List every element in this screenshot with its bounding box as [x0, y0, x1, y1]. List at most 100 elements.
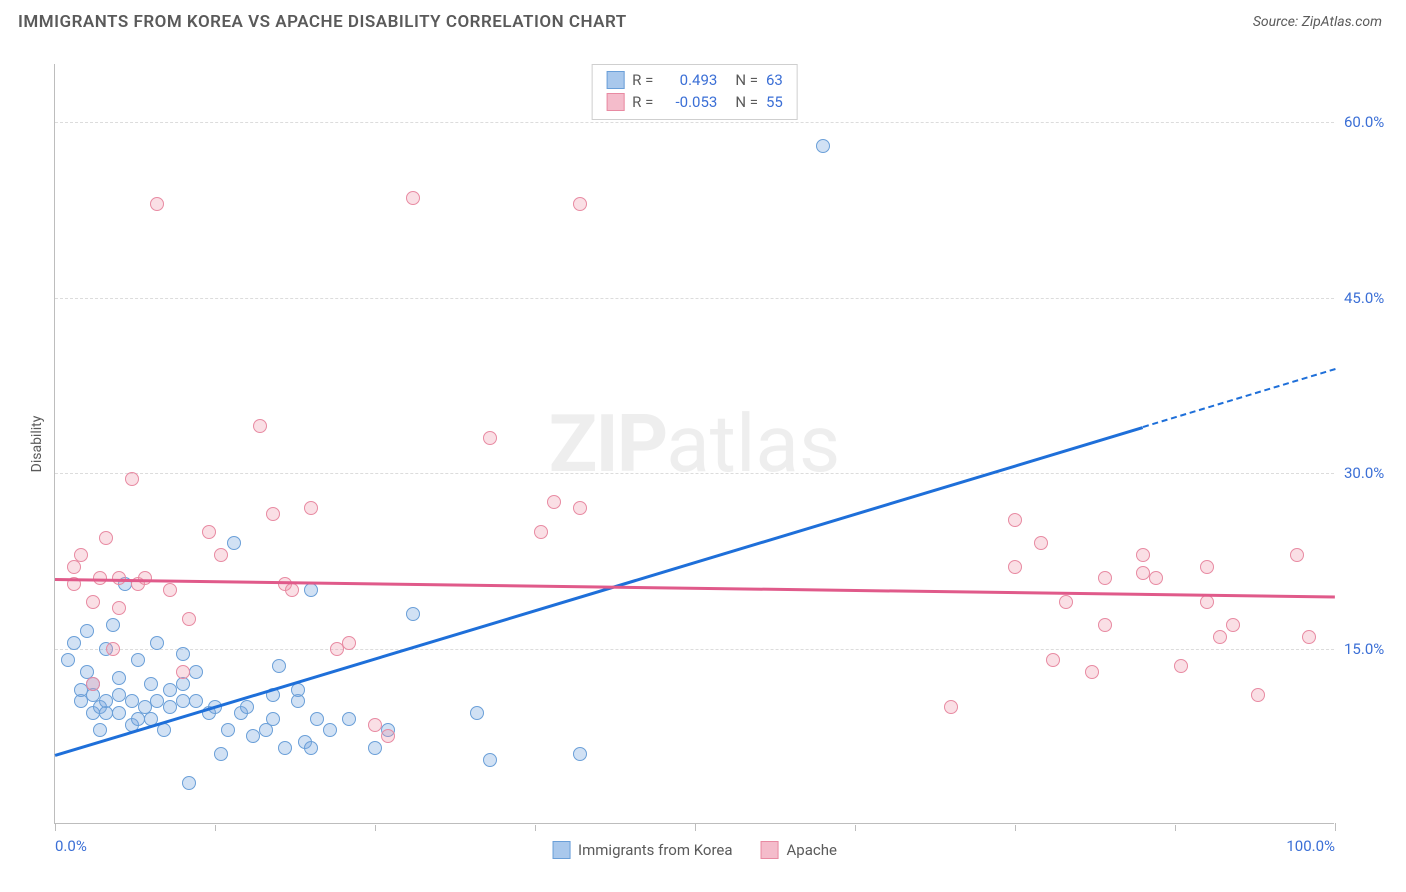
data-point [157, 723, 171, 737]
data-point [310, 712, 324, 726]
data-point [131, 653, 145, 667]
y-tick-label: 15.0% [1344, 640, 1404, 658]
trend-line [1143, 368, 1336, 428]
data-point [1149, 571, 1163, 585]
data-point [182, 612, 196, 626]
data-point [1251, 688, 1265, 702]
data-point [176, 665, 190, 679]
data-point [368, 718, 382, 732]
data-point [150, 636, 164, 650]
series-legend: Immigrants from Korea Apache [552, 841, 837, 859]
y-tick-label: 60.0% [1344, 113, 1404, 131]
data-point [534, 525, 548, 539]
legend-row: R =0.493N =63 [606, 69, 783, 91]
x-tick [1015, 825, 1016, 831]
x-tick [375, 825, 376, 831]
data-point [202, 525, 216, 539]
data-point [1098, 618, 1112, 632]
data-point [278, 741, 292, 755]
data-point [112, 706, 126, 720]
data-point [61, 653, 75, 667]
grid-line [55, 122, 1334, 123]
correlation-legend: R =0.493N =63R =-0.053N =55 [591, 64, 798, 120]
data-point [150, 197, 164, 211]
data-point [67, 636, 81, 650]
r-label: R = [632, 91, 653, 113]
data-point [74, 548, 88, 562]
data-point [99, 531, 113, 545]
data-point [304, 583, 318, 597]
x-tick-label: 100.0% [1286, 837, 1335, 855]
x-tick [1335, 823, 1336, 831]
data-point [304, 501, 318, 515]
x-tick [55, 823, 56, 831]
watermark: ZIPatlas [549, 397, 840, 491]
data-point [112, 671, 126, 685]
data-point [112, 601, 126, 615]
data-point [342, 636, 356, 650]
data-point [86, 595, 100, 609]
x-tick [695, 823, 696, 831]
data-point [304, 741, 318, 755]
data-point [1200, 595, 1214, 609]
data-point [221, 723, 235, 737]
y-axis-title: Disability [29, 415, 45, 472]
r-label: R = [632, 69, 653, 91]
data-point [1226, 618, 1240, 632]
data-point [1290, 548, 1304, 562]
legend-row: R =-0.053N =55 [606, 91, 783, 113]
data-point [573, 501, 587, 515]
chart-container: Disability ZIPatlas R =0.493N =63R =-0.0… [18, 46, 1388, 876]
data-point [106, 618, 120, 632]
plot-area: Disability ZIPatlas R =0.493N =63R =-0.0… [54, 64, 1334, 824]
legend-swatch [552, 841, 570, 859]
legend-label: Immigrants from Korea [578, 841, 732, 859]
x-tick-label: 0.0% [55, 837, 87, 855]
data-point [483, 753, 497, 767]
legend-swatch [606, 93, 624, 111]
data-point [406, 607, 420, 621]
data-point [323, 723, 337, 737]
data-point [1059, 595, 1073, 609]
data-point [406, 191, 420, 205]
data-point [214, 747, 228, 761]
data-point [189, 694, 203, 708]
data-point [80, 624, 94, 638]
chart-source: Source: ZipAtlas.com [1253, 14, 1382, 30]
data-point [816, 139, 830, 153]
legend-swatch [761, 841, 779, 859]
legend-item: Apache [761, 841, 837, 859]
data-point [944, 700, 958, 714]
data-point [483, 431, 497, 445]
watermark-bold: ZIP [549, 397, 667, 491]
data-point [1136, 548, 1150, 562]
data-point [144, 677, 158, 691]
data-point [1174, 659, 1188, 673]
data-point [214, 548, 228, 562]
watermark-light: atlas [666, 397, 840, 491]
data-point [272, 659, 286, 673]
data-point [547, 495, 561, 509]
data-point [163, 583, 177, 597]
legend-swatch [606, 71, 624, 89]
data-point [86, 677, 100, 691]
x-tick [855, 825, 856, 831]
x-tick [215, 825, 216, 831]
data-point [1085, 665, 1099, 679]
data-point [573, 197, 587, 211]
data-point [1034, 536, 1048, 550]
legend-label: Apache [787, 841, 837, 859]
y-tick-label: 30.0% [1344, 464, 1404, 482]
data-point [106, 642, 120, 656]
r-value: 0.493 [661, 69, 717, 91]
data-point [253, 419, 267, 433]
data-point [470, 706, 484, 720]
n-value: 63 [766, 69, 783, 91]
data-point [368, 741, 382, 755]
data-point [1098, 571, 1112, 585]
data-point [1213, 630, 1227, 644]
y-tick-label: 45.0% [1344, 289, 1404, 307]
r-value: -0.053 [661, 91, 717, 113]
x-tick [1175, 825, 1176, 831]
legend-item: Immigrants from Korea [552, 841, 732, 859]
